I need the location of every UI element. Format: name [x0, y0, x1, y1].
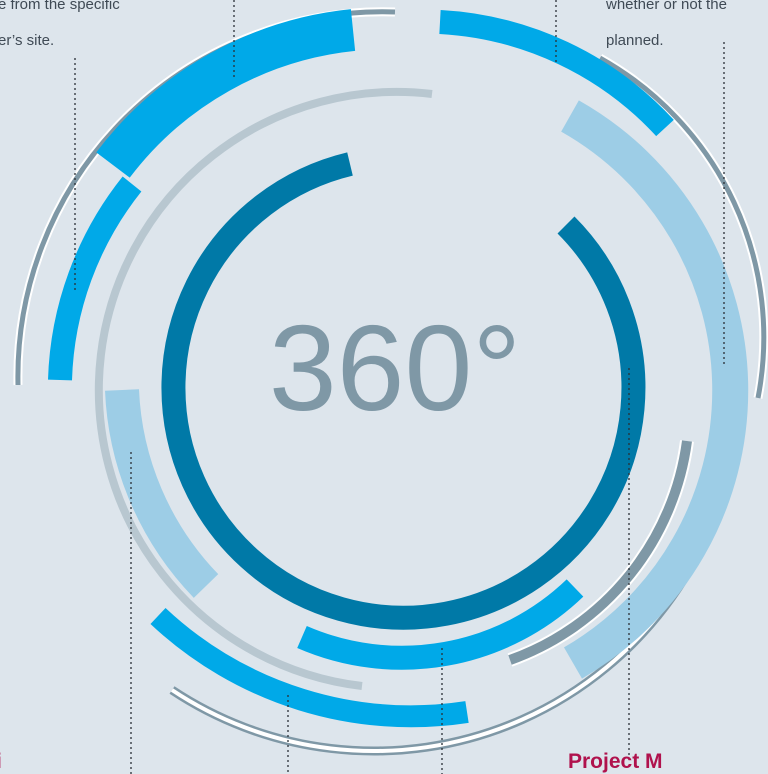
slate-arc: [508, 440, 692, 665]
segment-bottom: [150, 607, 469, 728]
text-top-right-line2: planned.: [606, 32, 664, 49]
segment-top: [96, 9, 356, 178]
light-blue-arc-left: [105, 389, 219, 598]
bottom-label-left: i: [0, 750, 2, 774]
text-top-left-line2: er’s site.: [0, 32, 55, 49]
bright-blue-inner-bottom: [297, 579, 584, 670]
leader-lines: [74, 0, 725, 774]
center-degree-label: 360°: [268, 300, 522, 436]
bottom-label-project: Project M: [568, 750, 663, 773]
gray-ring: [95, 88, 433, 690]
text-top-left-line1: e from the specific: [0, 0, 120, 13]
dark-ring-left: [161, 152, 646, 630]
segment-left: [48, 176, 142, 381]
bright-blue-ring: [48, 9, 674, 728]
outer-arc-right-core: [598, 55, 767, 399]
text-top-right-line1: whether or not the: [606, 0, 727, 13]
light-blue-arc-right: [561, 100, 749, 679]
segment-top-right: [439, 10, 674, 137]
